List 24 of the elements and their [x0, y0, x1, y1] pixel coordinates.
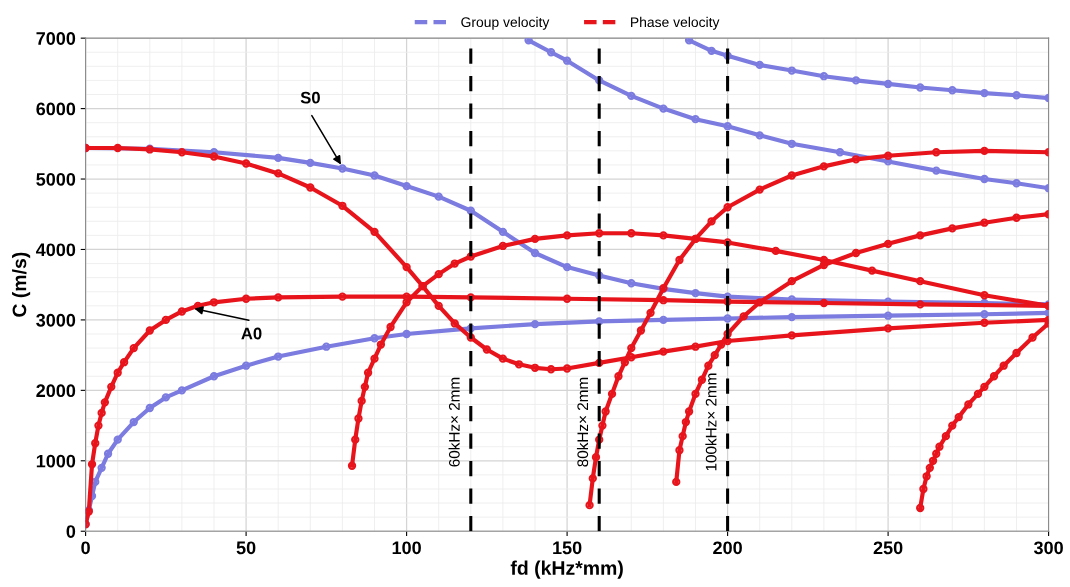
legend-label: Phase velocity [631, 16, 720, 30]
x-tick-label: 100 [392, 541, 421, 555]
y-tick-label: 4000 [35, 243, 76, 257]
y-tick-label: 5000 [36, 172, 76, 186]
annotation: S0 [300, 91, 320, 104]
y-tick-label: 7000 [36, 32, 76, 45]
y-tick-label: 6000 [36, 102, 76, 116]
legend-label: Group velocity [461, 16, 550, 30]
ref-line-label: 100kHz× 2mm [705, 373, 717, 471]
y-tick-label: 1000 [36, 454, 76, 468]
ref-line-label: 80kHz× 2mm [576, 377, 589, 467]
x-tick-label: 150 [553, 541, 582, 555]
y-tick-label: 3000 [36, 313, 76, 327]
x-axis-title: fd (kHz*mm) [510, 560, 623, 579]
x-tick-label: 250 [873, 541, 903, 555]
y-tick-label: 2000 [36, 384, 76, 398]
y-axis-title: C (m/s) [12, 252, 31, 317]
x-tick-label: 200 [713, 541, 742, 555]
y-tick-label: 0 [66, 525, 76, 538]
x-tick-label: 0 [81, 541, 90, 555]
x-tick-label: 50 [236, 541, 256, 555]
ref-line-label: 60kHz× 2mm [448, 377, 460, 467]
annotation: A0 [241, 327, 262, 340]
x-tick-label: 300 [1033, 541, 1063, 555]
